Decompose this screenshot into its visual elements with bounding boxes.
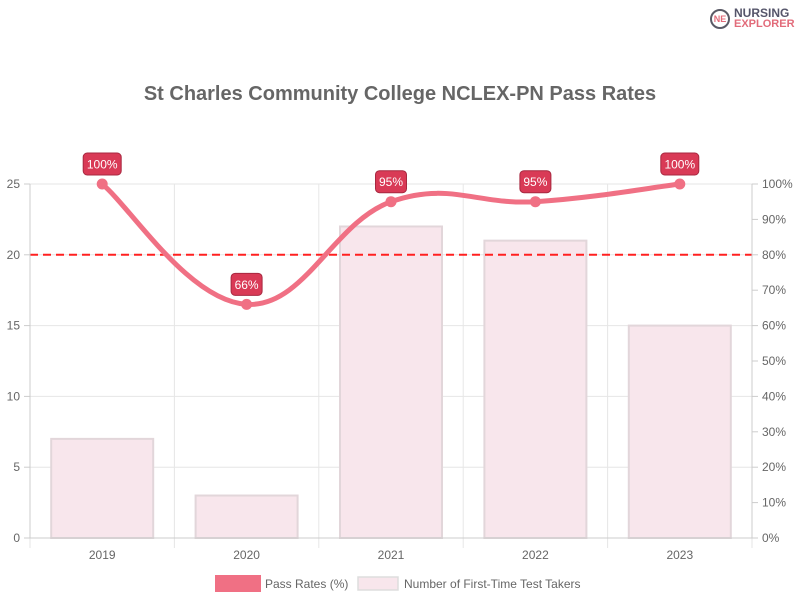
bar — [339, 225, 443, 539]
legend-swatch-pass-rates[interactable] — [215, 575, 261, 592]
pass-rate-point — [529, 196, 541, 208]
x-tick-label: 2023 — [666, 548, 693, 562]
logo: NE NURSING EXPLORER — [710, 6, 795, 30]
x-tick-label: 2020 — [233, 548, 260, 562]
data-label-box — [660, 152, 700, 176]
logo-line1: NURSING — [734, 6, 790, 20]
data-label-box — [230, 272, 263, 296]
data-label: 95% — [379, 175, 403, 189]
x-tick-label: 2019 — [89, 548, 116, 562]
right-tick-label: 0% — [762, 531, 780, 545]
bar — [194, 494, 299, 539]
data-label: 100% — [664, 158, 695, 172]
data-label: 95% — [523, 175, 547, 189]
pass-rate-point — [385, 196, 397, 208]
chart-title: St Charles Community College NCLEX-PN Pa… — [144, 83, 656, 105]
left-tick-label: 0 — [13, 531, 20, 545]
right-tick-label: 30% — [762, 425, 786, 439]
right-tick-label: 40% — [762, 389, 786, 403]
right-tick-label: 80% — [762, 248, 786, 262]
right-tick-label: 70% — [762, 283, 786, 297]
logo-line2: EXPLORER — [734, 18, 795, 30]
pass-rate-line — [99, 181, 683, 307]
right-tick-label: 60% — [762, 319, 786, 333]
left-tick-label: 25 — [7, 177, 21, 191]
bar — [50, 437, 155, 540]
right-tick-label: 90% — [762, 212, 786, 226]
right-tick-label: 100% — [762, 177, 793, 191]
left-tick-label: 10 — [7, 389, 21, 403]
legend-label-pass-rates[interactable]: Pass Rates (%) — [265, 577, 348, 591]
legend-label-test-takers[interactable]: Number of First-Time Test Takers — [404, 577, 580, 591]
x-tick-label: 2022 — [522, 548, 549, 562]
data-label: 66% — [235, 278, 259, 292]
bar — [627, 324, 732, 539]
legend: Pass Rates (%) Number of First-Time Test… — [215, 575, 580, 592]
data-label-box — [519, 170, 552, 194]
pass-rate-point — [674, 178, 686, 190]
pass-rate-point — [241, 298, 253, 310]
x-tick-label: 2021 — [378, 548, 405, 562]
bar — [483, 239, 588, 539]
left-tick-label: 20 — [7, 248, 21, 262]
legend-swatch-test-takers[interactable] — [357, 576, 399, 591]
data-label: 100% — [87, 158, 118, 172]
data-label-box — [375, 170, 407, 194]
logo-icon: NE — [710, 9, 730, 29]
right-tick-label: 10% — [762, 496, 786, 510]
right-tick-label: 50% — [762, 354, 786, 368]
pass-rate-point — [96, 178, 108, 190]
left-tick-label: 15 — [7, 319, 21, 333]
left-tick-label: 5 — [13, 460, 20, 474]
right-tick-label: 20% — [762, 460, 786, 474]
data-label-box — [82, 152, 122, 176]
